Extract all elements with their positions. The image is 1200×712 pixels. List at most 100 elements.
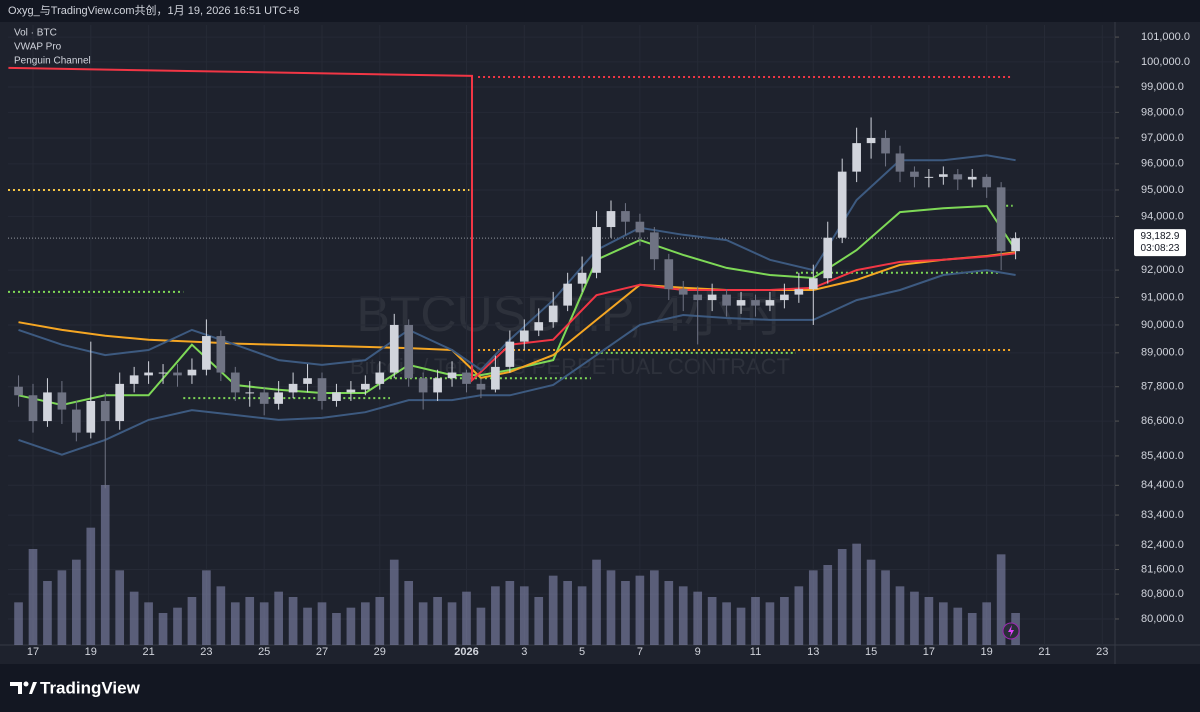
candle-body	[129, 375, 139, 384]
volume-bar	[751, 597, 760, 645]
legend-entry: VWAP Pro	[14, 42, 62, 53]
y-tick-label: 96,000.0	[1141, 158, 1184, 170]
candle-body	[505, 341, 515, 367]
volume-bar	[447, 602, 457, 645]
candle-body	[519, 330, 529, 342]
candle-body	[43, 392, 52, 422]
candle-body	[144, 372, 153, 376]
candle-body	[953, 174, 963, 180]
volume-bar	[28, 549, 38, 645]
volume-bar	[230, 602, 240, 645]
volume-bar	[187, 597, 197, 645]
candle-body	[100, 400, 110, 422]
candle-body	[621, 211, 630, 222]
candle-body	[910, 171, 919, 177]
volume-bar	[780, 597, 789, 645]
brand-logo	[10, 681, 37, 694]
candle-body	[664, 259, 674, 290]
footer-bar	[0, 664, 1200, 712]
x-tick-label: 13	[807, 646, 819, 658]
volume-bar	[577, 586, 587, 645]
y-tick-label: 85,400.0	[1141, 450, 1184, 462]
x-tick-label: 25	[258, 646, 270, 658]
volume-bar	[996, 554, 1006, 645]
last-price-label: 93,182.9	[1141, 231, 1180, 242]
chart-title: Oxyg_与TradingView.com共创，1月 19, 2026 16:5…	[8, 4, 299, 17]
volume-bar	[346, 607, 356, 645]
volume-bar	[505, 581, 515, 645]
candle-body	[491, 366, 500, 390]
x-tick-label: 21	[142, 646, 154, 658]
volume-bar	[837, 549, 847, 645]
y-tick-label: 101,000.0	[1141, 31, 1190, 43]
volume-bar	[72, 559, 81, 645]
candle-body	[967, 176, 977, 180]
y-tick-label: 91,000.0	[1141, 291, 1184, 303]
candle-body	[895, 153, 905, 172]
volume-bar	[14, 602, 23, 645]
y-tick-label: 86,600.0	[1141, 415, 1184, 427]
candle-body	[173, 372, 182, 376]
legend-entry: Penguin Channel	[14, 56, 91, 67]
volume-bar	[418, 602, 428, 645]
candle-body	[881, 137, 890, 154]
candle-body	[361, 383, 370, 390]
volume-bar	[158, 613, 168, 645]
x-tick-label: 17	[923, 646, 935, 658]
candle-body	[28, 395, 38, 422]
candle-body	[274, 392, 283, 404]
x-tick-label: 19	[85, 646, 97, 658]
volume-bar	[736, 607, 746, 645]
candle-body	[433, 378, 442, 393]
plot-area	[8, 25, 1115, 645]
candle-body	[86, 400, 96, 433]
volume-bar	[202, 570, 211, 645]
candle-body	[794, 289, 804, 295]
volume-bar	[866, 559, 876, 645]
x-tick-label: 19	[981, 646, 993, 658]
y-tick-label: 98,000.0	[1141, 106, 1184, 118]
x-tick-label: 23	[1096, 646, 1108, 658]
volume-bar	[274, 591, 283, 645]
volume-bar	[303, 607, 312, 645]
candle-body	[693, 294, 703, 301]
y-tick-label: 84,400.0	[1141, 479, 1184, 491]
volume-bar	[534, 597, 544, 645]
x-tick-label: 27	[316, 646, 328, 658]
volume-bar	[765, 602, 775, 645]
volume-bar	[259, 602, 269, 645]
volume-bar	[808, 570, 818, 645]
volume-bar	[389, 559, 399, 645]
x-tick-label: 23	[200, 646, 212, 658]
candle-body	[404, 324, 414, 379]
volume-bar	[967, 613, 977, 645]
candle-body	[707, 294, 717, 301]
candle-body	[751, 300, 760, 306]
y-tick-label: 94,000.0	[1141, 210, 1184, 222]
candle-body	[418, 378, 428, 393]
volume-bar	[404, 581, 414, 645]
volume-bar	[953, 607, 963, 645]
y-tick-label: 95,000.0	[1141, 184, 1184, 196]
indicator-line	[18, 269, 1016, 456]
y-tick-label: 100,000.0	[1141, 56, 1190, 68]
volume-bar	[100, 485, 110, 645]
candle-body	[780, 294, 789, 301]
alert-icon[interactable]	[1002, 622, 1020, 640]
y-tick-label: 90,000.0	[1141, 319, 1184, 331]
candle-body	[230, 372, 240, 393]
y-tick-label: 81,600.0	[1141, 563, 1184, 575]
x-tick-label: 11	[750, 646, 761, 658]
candle-body	[924, 176, 934, 178]
candle-body	[635, 221, 645, 233]
volume-bar	[57, 570, 67, 645]
candle-body	[1011, 238, 1020, 252]
candle-body	[72, 409, 81, 433]
y-tick-label: 80,000.0	[1141, 613, 1184, 625]
volume-bar	[592, 559, 601, 645]
candle-body	[939, 174, 948, 177]
volume-bar	[491, 586, 500, 645]
y-tick-label: 97,000.0	[1141, 132, 1184, 144]
x-tick-label: 29	[374, 646, 386, 658]
